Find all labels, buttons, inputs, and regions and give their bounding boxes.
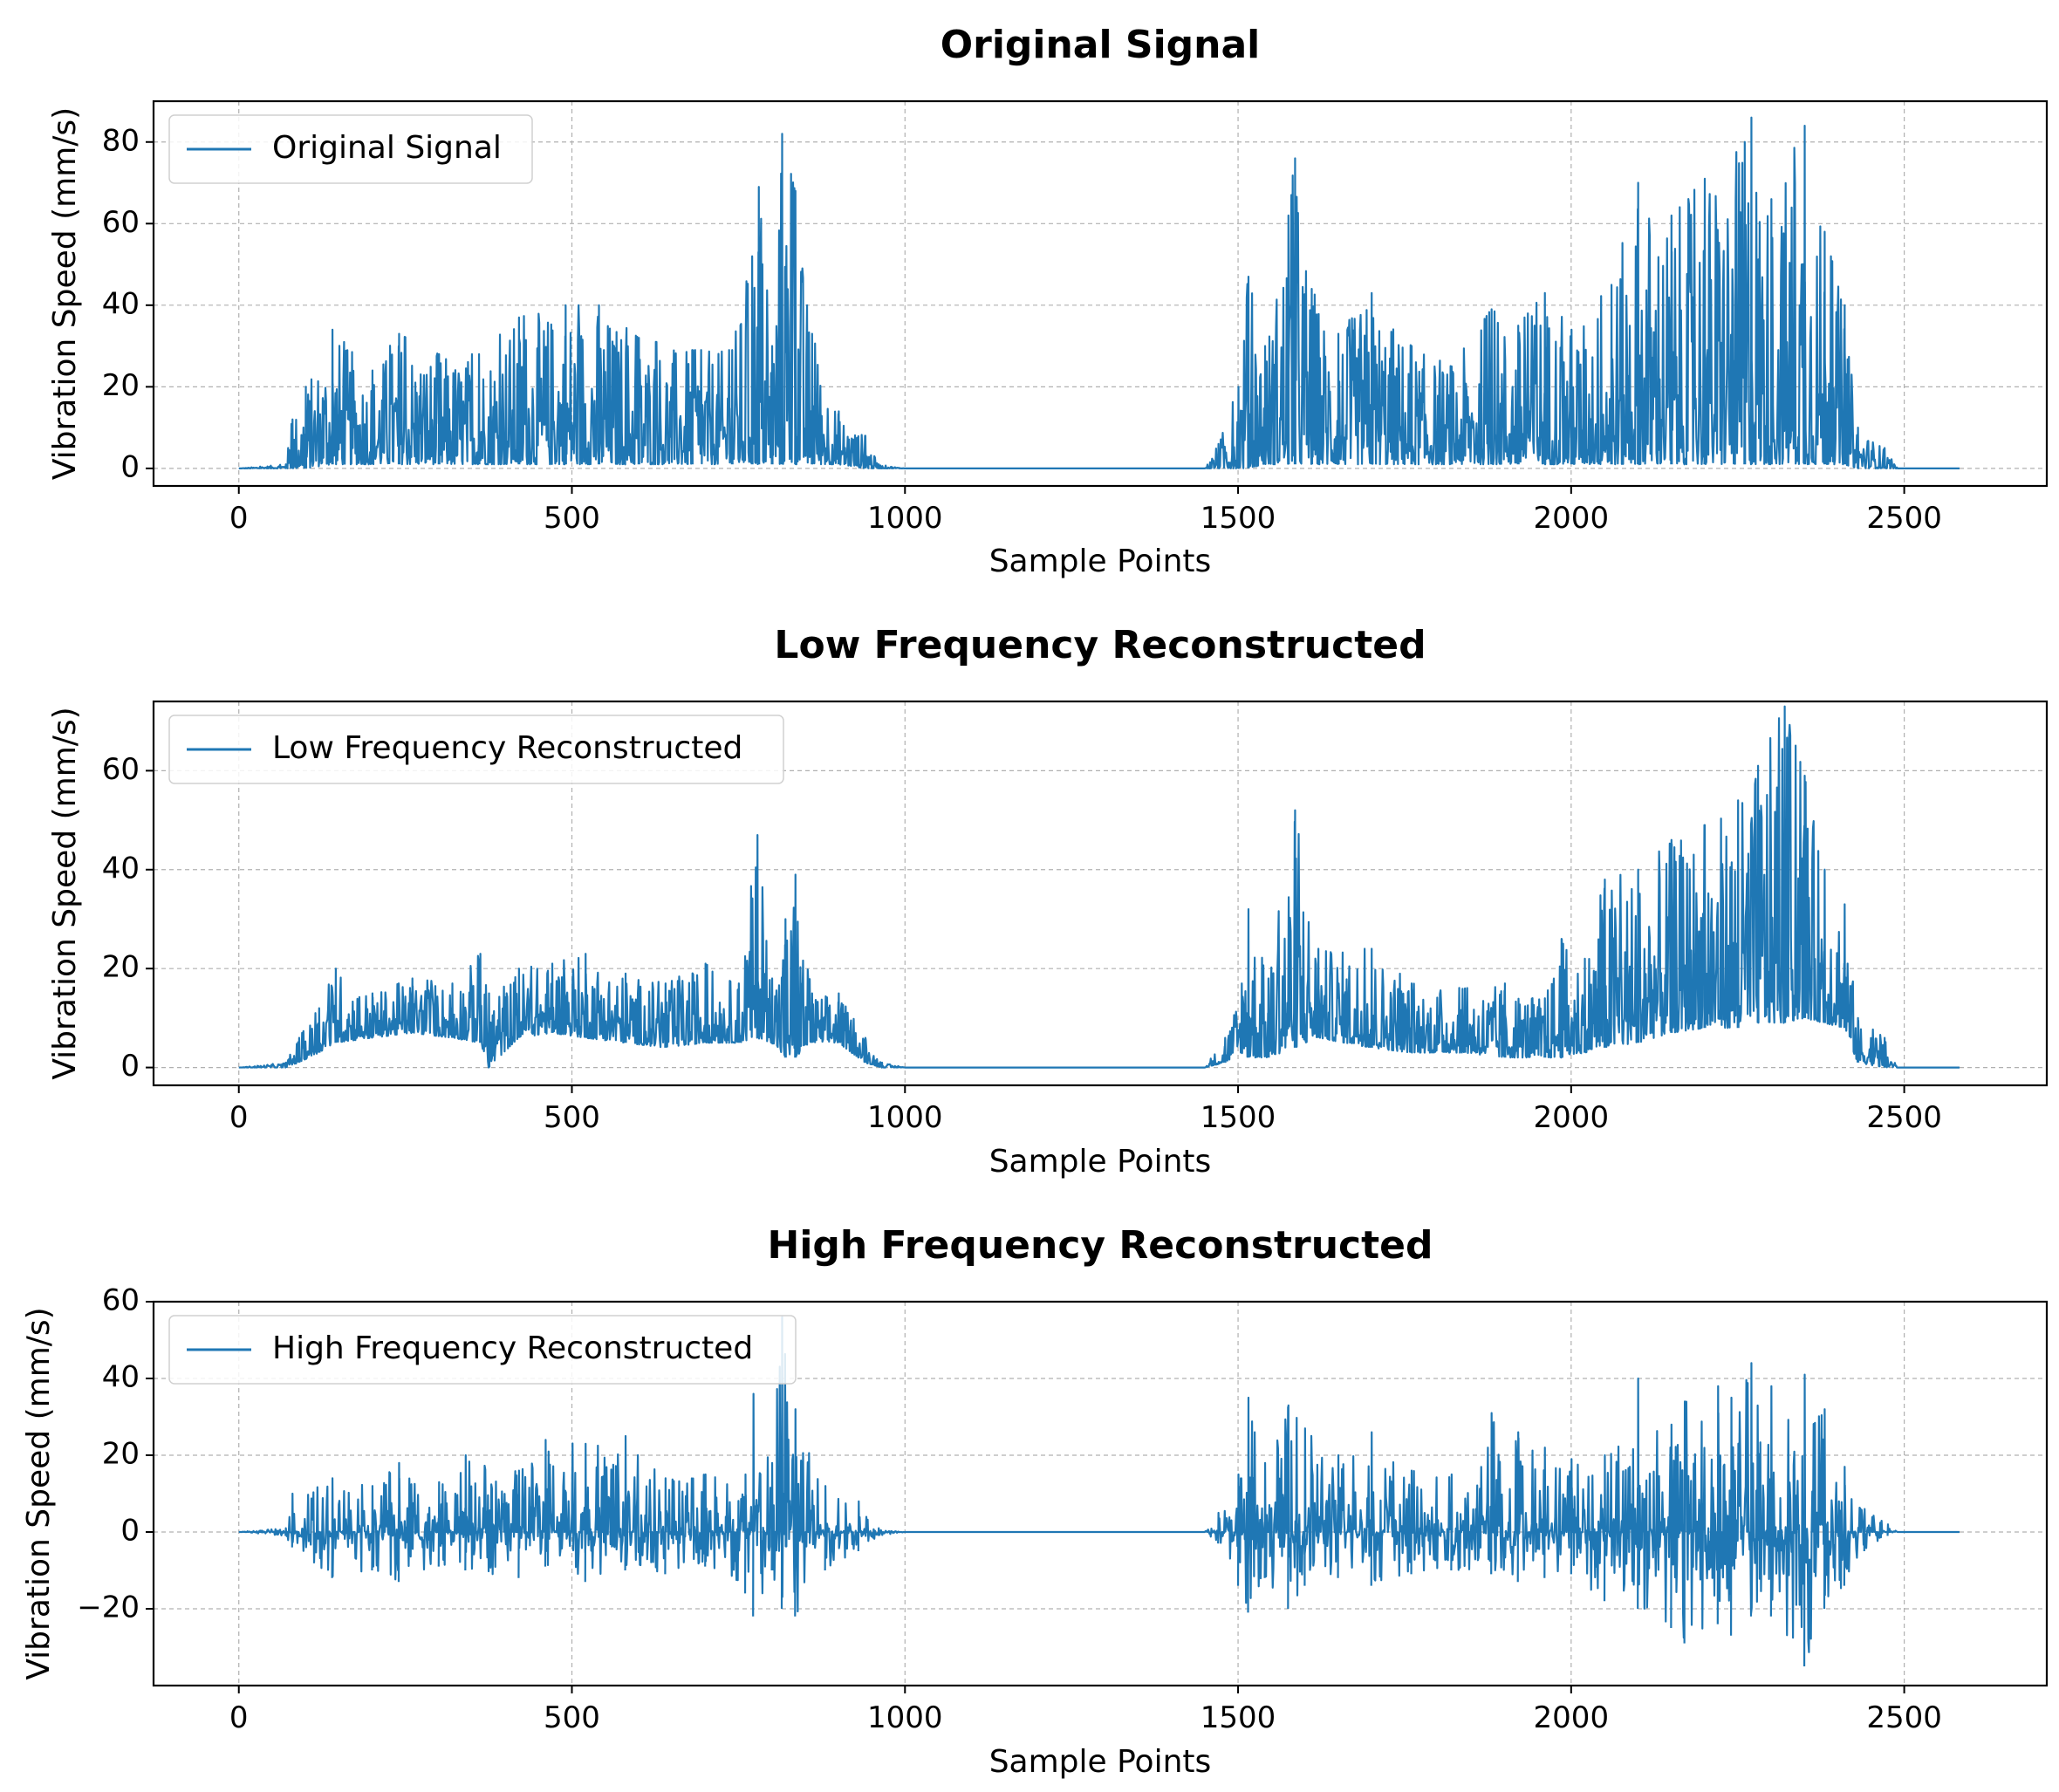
x-tick-label: 2500	[1866, 1700, 1942, 1735]
legend-box	[168, 114, 533, 184]
y-tick-label: 0	[120, 1049, 140, 1084]
x-tick-label: 2000	[1534, 1700, 1610, 1735]
y-axis-label: Vibration Speed (mm/s)	[47, 707, 83, 1079]
y-tick-label: 60	[102, 752, 140, 787]
y-tick-label: −20	[77, 1590, 140, 1625]
x-tick-label: 2500	[1866, 1100, 1942, 1135]
series-line-1	[238, 1316, 1960, 1667]
series-line-1	[238, 116, 1960, 469]
legend: High Frequency Reconstructed	[168, 1315, 797, 1385]
plot-frame	[152, 1300, 2049, 1687]
x-tick-label: 1000	[867, 501, 943, 536]
x-axis-label: Sample Points	[989, 1744, 1212, 1780]
y-tick-label: 20	[102, 368, 140, 403]
legend: Original Signal	[168, 114, 533, 184]
chart-title: Low Frequency Reconstructed	[774, 623, 1426, 667]
y-tick-label: 0	[120, 449, 140, 484]
legend-label: Low Frequency Reconstructed	[272, 730, 742, 766]
x-tick-label: 2000	[1534, 1100, 1610, 1135]
x-tick-label: 0	[229, 1100, 249, 1135]
x-tick-label: 2500	[1866, 501, 1942, 536]
chart-title: High Frequency Reconstructed	[768, 1223, 1433, 1268]
y-axis-label: Vibration Speed (mm/s)	[21, 1307, 57, 1679]
chart-panel-1: Original Signal 0 500 1000 1500 2000 2500 0 20 40…	[47, 23, 2049, 579]
y-axis-label: Vibration Speed (mm/s)	[47, 107, 83, 480]
y-tick-label: 20	[102, 950, 140, 985]
x-tick-label: 1500	[1201, 501, 1276, 536]
y-tick-label: 40	[102, 851, 140, 886]
y-tick-label: 60	[102, 1283, 140, 1318]
legend-box	[168, 1315, 797, 1385]
x-tick-label: 1000	[867, 1700, 943, 1735]
plot-frame	[152, 700, 2049, 1087]
y-tick-label: 0	[120, 1514, 140, 1549]
x-axis-label: Sample Points	[989, 1144, 1212, 1180]
x-tick-label: 1500	[1201, 1100, 1276, 1135]
y-tick-label: 60	[102, 205, 140, 240]
x-tick-label: 2000	[1534, 501, 1610, 536]
x-tick-label: 500	[544, 1100, 600, 1135]
legend-label: High Frequency Reconstructed	[272, 1330, 753, 1366]
series-line-1	[238, 705, 1960, 1069]
x-tick-label: 500	[544, 1700, 600, 1735]
x-tick-label: 1000	[867, 1100, 943, 1135]
x-tick-label: 0	[229, 1700, 249, 1735]
y-tick-label: 40	[102, 286, 140, 321]
x-tick-label: 500	[544, 501, 600, 536]
y-tick-label: 40	[102, 1360, 140, 1395]
chart-title: Original Signal	[941, 23, 1261, 67]
y-tick-label: 20	[102, 1437, 140, 1472]
legend-box	[168, 715, 784, 784]
legend: Low Frequency Reconstructed	[168, 715, 784, 784]
plot-frame	[152, 99, 2049, 488]
x-tick-label: 0	[229, 501, 249, 536]
x-axis-label: Sample Points	[989, 544, 1212, 579]
chart-panel-3: High Frequency Reconstructed 0 500 1000 1500…	[21, 1223, 2049, 1780]
chart-panel-2: Low Frequency Reconstructed 0 500 1000 1500 2…	[47, 623, 2049, 1180]
x-tick-label: 1500	[1201, 1700, 1276, 1735]
y-tick-label: 80	[102, 123, 140, 158]
legend-label: Original Signal	[272, 130, 502, 166]
